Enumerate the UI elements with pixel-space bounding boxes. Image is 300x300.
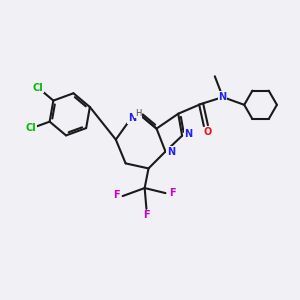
Text: Cl: Cl bbox=[33, 83, 44, 93]
Text: F: F bbox=[143, 210, 150, 220]
Text: O: O bbox=[203, 127, 212, 137]
Text: H: H bbox=[135, 109, 141, 118]
Text: N: N bbox=[167, 147, 175, 157]
Text: N: N bbox=[128, 113, 136, 124]
Text: F: F bbox=[169, 188, 175, 197]
Text: F: F bbox=[113, 190, 119, 200]
Text: N: N bbox=[218, 92, 226, 101]
Text: Cl: Cl bbox=[26, 124, 36, 134]
Text: N: N bbox=[184, 129, 193, 139]
